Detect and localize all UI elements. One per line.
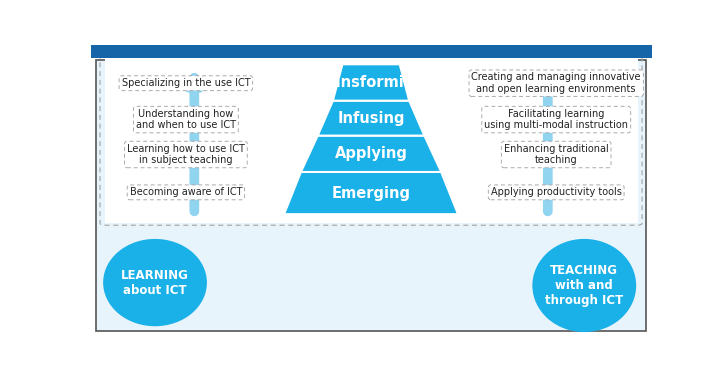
Polygon shape [284,172,458,214]
Text: Applying productivity tools: Applying productivity tools [491,187,622,197]
Polygon shape [333,64,409,101]
Ellipse shape [532,239,636,332]
Text: Infusing: Infusing [337,111,405,125]
Text: Learning how to use ICT
in subject teaching: Learning how to use ICT in subject teach… [127,144,245,165]
Text: Facilitating learning
using multi-modal instruction: Facilitating learning using multi-modal … [484,109,628,130]
Text: Becoming aware of ICT: Becoming aware of ICT [130,187,242,197]
Text: Transforming: Transforming [316,75,426,90]
Text: Creating and managing innovative
and open learning environments: Creating and managing innovative and ope… [471,73,641,94]
Text: Emerging: Emerging [332,186,411,201]
Text: Applying: Applying [334,146,408,161]
FancyBboxPatch shape [96,60,646,331]
FancyBboxPatch shape [90,45,652,59]
Text: Specializing in the use ICT: Specializing in the use ICT [122,78,251,88]
Text: Enhancing traditional
teaching: Enhancing traditional teaching [504,144,609,165]
FancyBboxPatch shape [104,59,638,223]
Polygon shape [318,101,424,136]
Text: Understanding how
and when to use ICT: Understanding how and when to use ICT [136,109,236,130]
Ellipse shape [103,239,207,326]
Polygon shape [301,136,441,172]
Text: LEARNING
about ICT: LEARNING about ICT [121,269,189,297]
Text: TEACHING
with and
through ICT: TEACHING with and through ICT [545,264,623,307]
